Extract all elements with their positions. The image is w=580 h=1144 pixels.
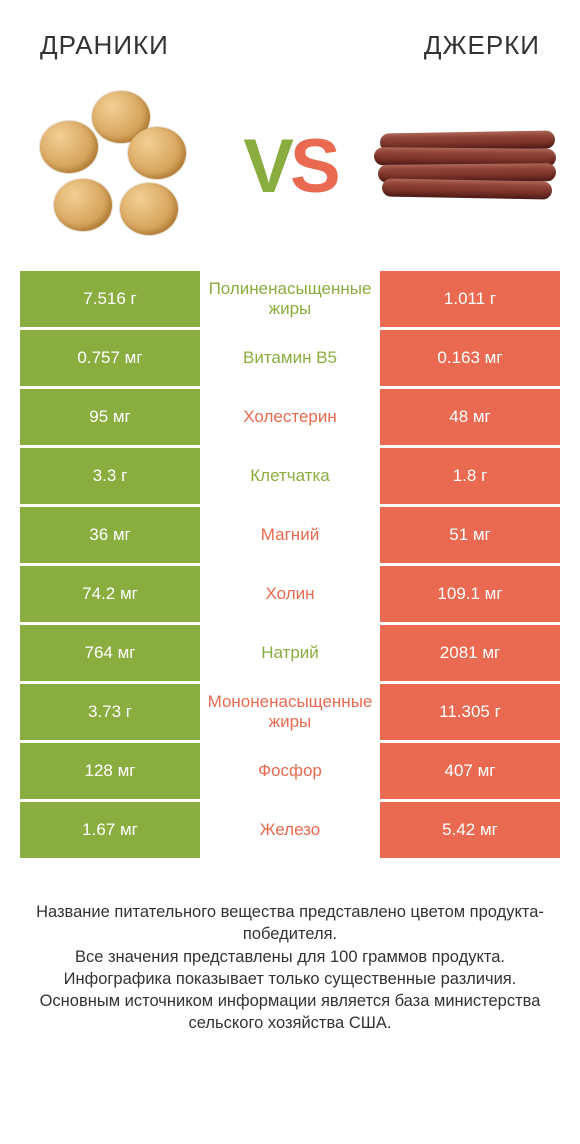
table-row: 764 мгНатрий2081 мг (20, 625, 560, 681)
value-right: 0.163 мг (380, 330, 560, 386)
value-left: 128 мг (20, 743, 200, 799)
table-row: 128 мгФосфор407 мг (20, 743, 560, 799)
footer-line: Инфографика показывает только существенн… (24, 968, 556, 990)
value-right: 2081 мг (380, 625, 560, 681)
nutrient-label: Мононенасыщенные жиры (200, 684, 380, 740)
pancake-icon (40, 121, 98, 173)
value-right: 1.011 г (380, 271, 560, 327)
table-row: 3.3 гКлетчатка1.8 г (20, 448, 560, 504)
value-right: 109.1 мг (380, 566, 560, 622)
titles-row: ДРАНИКИ ДЖЕРКИ (0, 0, 580, 71)
jerky-icon (370, 126, 550, 206)
nutrient-label: Клетчатка (200, 448, 380, 504)
value-left: 7.516 г (20, 271, 200, 327)
value-left: 764 мг (20, 625, 200, 681)
value-left: 36 мг (20, 507, 200, 563)
pancake-icon (54, 179, 112, 231)
table-row: 95 мгХолестерин48 мг (20, 389, 560, 445)
comparison-table: 7.516 гПолиненасыщенные жиры1.011 г0.757… (0, 271, 580, 858)
table-row: 3.73 гМононенасыщенные жиры11.305 г (20, 684, 560, 740)
value-left: 0.757 мг (20, 330, 200, 386)
value-right: 1.8 г (380, 448, 560, 504)
pancake-icon (128, 127, 186, 179)
value-right: 11.305 г (380, 684, 560, 740)
nutrient-label: Холестерин (200, 389, 380, 445)
vs-v: V (243, 123, 290, 210)
table-row: 0.757 мгВитамин B50.163 мг (20, 330, 560, 386)
footer-line: Название питательного вещества представл… (24, 901, 556, 946)
value-left: 3.3 г (20, 448, 200, 504)
food-image-left (30, 86, 210, 246)
value-left: 74.2 мг (20, 566, 200, 622)
title-left: ДРАНИКИ (40, 30, 169, 61)
pancake-icon (120, 183, 178, 235)
value-right: 5.42 мг (380, 802, 560, 858)
hero-row: VS (0, 71, 580, 271)
vs-s: S (290, 123, 337, 210)
nutrient-label: Фосфор (200, 743, 380, 799)
nutrient-label: Полиненасыщенные жиры (200, 271, 380, 327)
footer-note: Название питательного вещества представл… (0, 861, 580, 1035)
value-left: 1.67 мг (20, 802, 200, 858)
value-right: 51 мг (380, 507, 560, 563)
footer-line: Все значения представлены для 100 граммо… (24, 946, 556, 968)
nutrient-label: Натрий (200, 625, 380, 681)
footer-line: Основным источником информации является … (24, 990, 556, 1035)
jerky-stick-icon (382, 179, 552, 200)
pancakes-icon (40, 91, 200, 241)
nutrient-label: Магний (200, 507, 380, 563)
food-image-right (370, 86, 550, 246)
nutrient-label: Холин (200, 566, 380, 622)
value-right: 48 мг (380, 389, 560, 445)
table-row: 7.516 гПолиненасыщенные жиры1.011 г (20, 271, 560, 327)
value-right: 407 мг (380, 743, 560, 799)
value-left: 95 мг (20, 389, 200, 445)
table-row: 1.67 мгЖелезо5.42 мг (20, 802, 560, 858)
value-left: 3.73 г (20, 684, 200, 740)
nutrient-label: Витамин B5 (200, 330, 380, 386)
nutrient-label: Железо (200, 802, 380, 858)
vs-label: VS (243, 123, 336, 210)
title-right: ДЖЕРКИ (424, 30, 540, 61)
table-row: 36 мгМагний51 мг (20, 507, 560, 563)
table-row: 74.2 мгХолин109.1 мг (20, 566, 560, 622)
